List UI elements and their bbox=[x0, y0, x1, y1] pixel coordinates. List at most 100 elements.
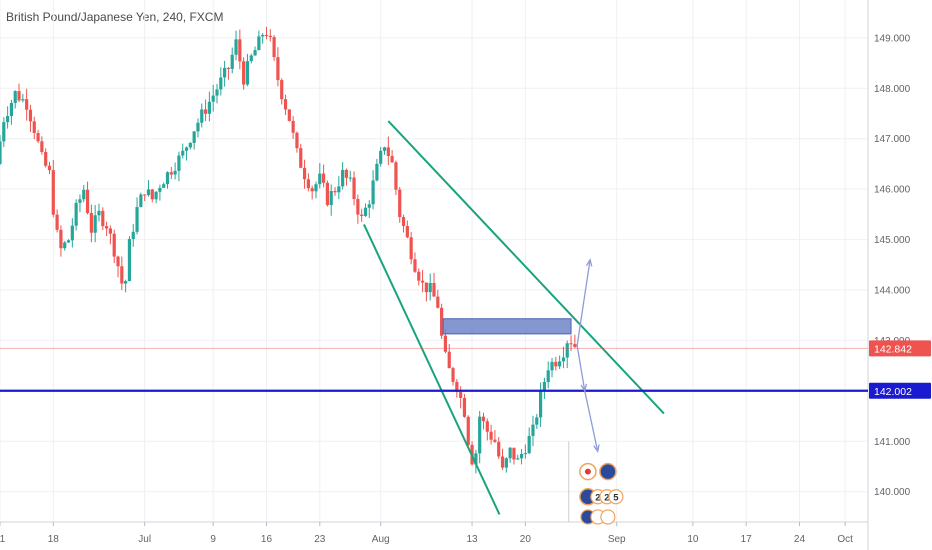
candle-body bbox=[63, 242, 67, 249]
candle-body bbox=[44, 152, 48, 166]
support-price-label-bg bbox=[869, 382, 931, 399]
candle-body bbox=[245, 61, 250, 85]
candle-body bbox=[379, 150, 383, 164]
candle-body bbox=[135, 207, 139, 232]
candle-body bbox=[538, 390, 543, 418]
candle-body bbox=[405, 225, 409, 238]
candle-body bbox=[401, 217, 406, 226]
candle-body bbox=[17, 91, 21, 101]
time-tick-label: 24 bbox=[794, 534, 806, 545]
candle-body bbox=[413, 259, 417, 272]
candle-body bbox=[9, 102, 14, 117]
candle-body bbox=[181, 150, 185, 156]
candle-body bbox=[299, 148, 303, 168]
candle-body bbox=[310, 188, 314, 192]
candle-body bbox=[238, 39, 242, 62]
price-tick-label: 140.000 bbox=[874, 487, 911, 498]
projection-arrow[interactable] bbox=[584, 390, 599, 452]
uk-flag-marker[interactable] bbox=[599, 462, 617, 481]
time-tick-label: Jul bbox=[138, 534, 151, 545]
candle-body bbox=[154, 191, 158, 200]
candle-body bbox=[173, 170, 177, 175]
candle-body bbox=[2, 122, 6, 142]
candle-body bbox=[462, 397, 467, 417]
candle-body bbox=[165, 172, 170, 185]
candle-body bbox=[55, 214, 59, 230]
candle-body bbox=[36, 132, 40, 142]
candle-body bbox=[348, 177, 352, 179]
candle-body bbox=[162, 184, 166, 188]
time-tick-label: 16 bbox=[261, 534, 273, 545]
candle-body bbox=[451, 368, 455, 382]
event-count-badge[interactable] bbox=[608, 489, 624, 505]
event-marker[interactable] bbox=[600, 509, 616, 525]
candle-body bbox=[120, 266, 124, 284]
candle-body bbox=[497, 441, 501, 457]
candle-body bbox=[82, 189, 86, 200]
candle-body bbox=[146, 189, 151, 196]
candle-body bbox=[93, 215, 97, 233]
projection-arrow[interactable] bbox=[576, 259, 591, 346]
candle-body bbox=[394, 162, 398, 190]
event-count-text: 2 bbox=[604, 492, 609, 503]
candle-body bbox=[459, 392, 463, 398]
candle-body bbox=[367, 204, 371, 208]
price-tick-label: 149.000 bbox=[874, 33, 911, 44]
candle-body bbox=[276, 57, 280, 81]
candle-body bbox=[485, 421, 489, 432]
candle-body bbox=[192, 131, 196, 143]
candle-body bbox=[177, 155, 181, 171]
candle-body bbox=[13, 91, 17, 103]
resistance-box[interactable] bbox=[442, 318, 572, 335]
candle-body bbox=[390, 155, 394, 163]
projection-arrow[interactable] bbox=[576, 345, 586, 391]
candle-body bbox=[25, 99, 29, 110]
candle-body bbox=[516, 458, 520, 460]
candle-body bbox=[188, 142, 192, 148]
candle-body bbox=[500, 456, 505, 468]
candle-body bbox=[531, 424, 535, 436]
candle-body bbox=[527, 435, 531, 454]
candle-body bbox=[356, 199, 360, 215]
candle-body bbox=[219, 77, 223, 90]
upper-trendline[interactable] bbox=[387, 120, 665, 415]
candle-body bbox=[66, 240, 71, 243]
time-tick-label: 11 bbox=[0, 534, 6, 545]
candle-body bbox=[70, 225, 74, 241]
candle-body bbox=[337, 186, 341, 193]
time-tick-label: 18 bbox=[48, 534, 60, 545]
candle-body bbox=[108, 228, 113, 234]
candle-body bbox=[512, 447, 516, 460]
candle-body bbox=[287, 109, 291, 121]
candle-body bbox=[306, 179, 310, 189]
candle-body bbox=[546, 370, 550, 382]
candle-body bbox=[200, 109, 204, 123]
candle-body bbox=[409, 237, 413, 260]
candle-body bbox=[489, 431, 493, 440]
candle-body bbox=[558, 361, 562, 367]
candle-body bbox=[440, 307, 444, 336]
candle-body bbox=[143, 194, 147, 196]
time-tick-label: 9 bbox=[210, 534, 216, 545]
event-count-text: 2 bbox=[595, 492, 600, 503]
candle-body bbox=[321, 173, 326, 183]
lower-trendline[interactable] bbox=[363, 224, 501, 515]
candle-body bbox=[360, 214, 364, 216]
candle-body bbox=[386, 147, 390, 156]
candle-body bbox=[40, 141, 44, 153]
candle-body bbox=[223, 67, 227, 78]
candle-body bbox=[432, 283, 436, 297]
candle-body bbox=[51, 170, 55, 215]
time-tick-label: Sep bbox=[608, 534, 626, 545]
candle-body bbox=[291, 120, 295, 133]
candle-body bbox=[0, 141, 2, 164]
candle-body bbox=[573, 344, 577, 347]
candle-body bbox=[283, 99, 288, 110]
candle-body bbox=[261, 34, 265, 37]
candle-body bbox=[234, 39, 238, 55]
candle-body bbox=[420, 280, 425, 283]
candle-body bbox=[249, 55, 253, 62]
price-tick-label: 146.000 bbox=[874, 185, 911, 196]
